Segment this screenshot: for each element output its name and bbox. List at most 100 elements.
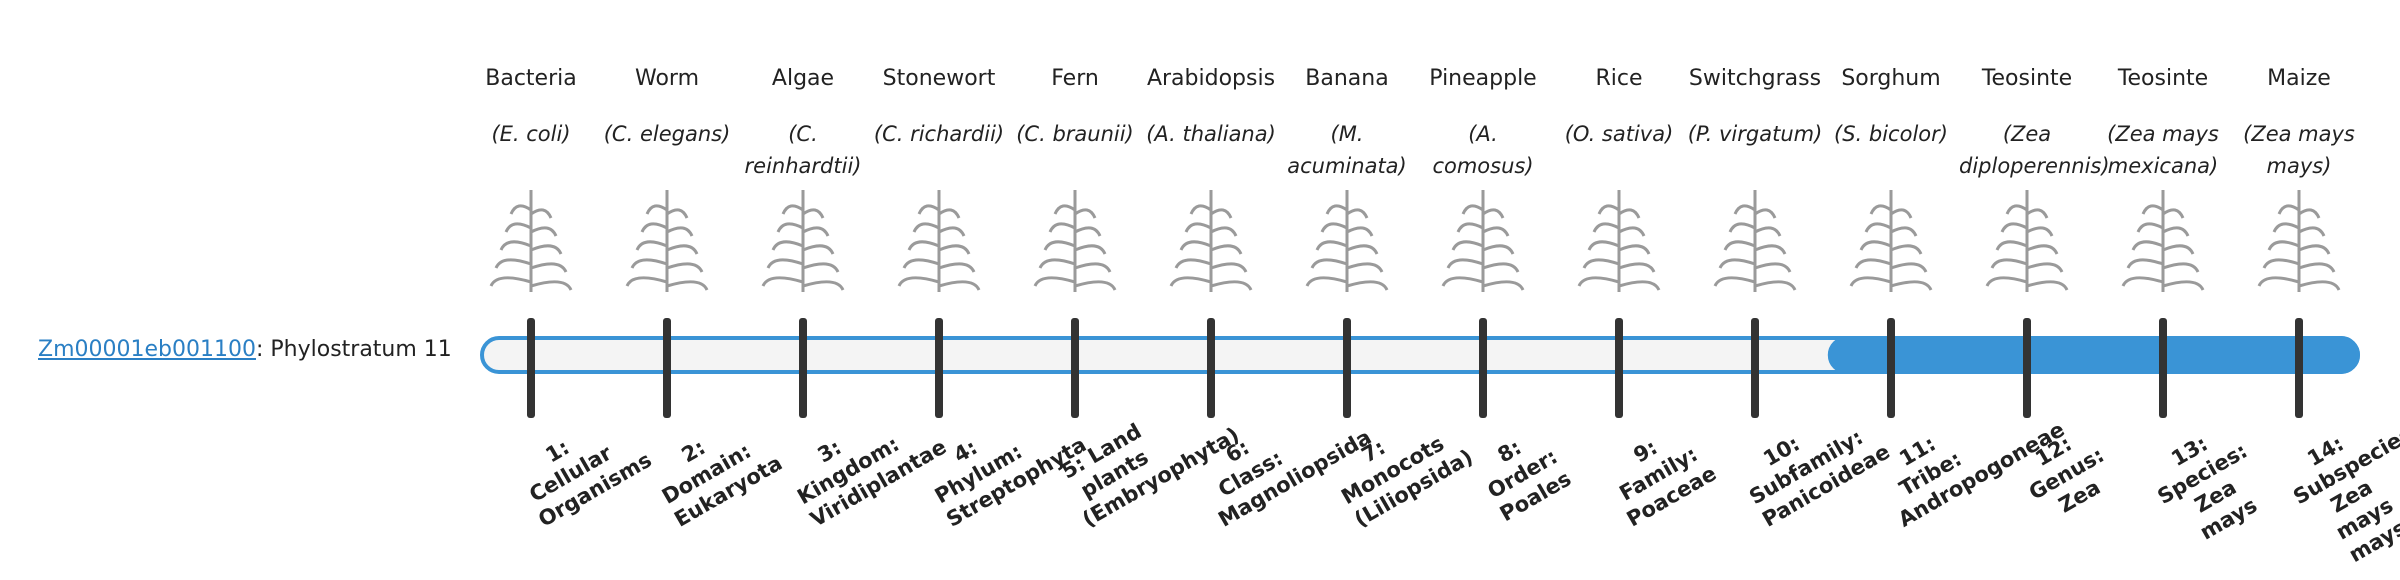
stratum-tick	[2295, 318, 2303, 418]
image-leaf	[630, 258, 668, 269]
gene-stratum: : Phylostratum 11	[255, 337, 452, 362]
image-leaf	[1754, 244, 1787, 255]
organism-species: (E. coli)	[491, 122, 571, 146]
image-leaf	[1451, 240, 1484, 251]
organism-species: (Zea diploperennis)	[1959, 122, 2110, 178]
image-leaf	[1890, 208, 1913, 219]
organism-name: Switchgrass	[1688, 66, 1822, 91]
image-leaf	[771, 240, 804, 251]
image-leaf	[2262, 258, 2300, 269]
image-leaf	[1210, 226, 1238, 237]
image-leaf	[938, 208, 961, 219]
stratum-tick	[1343, 318, 1351, 418]
image-leaf	[776, 222, 804, 233]
image-leaf	[1346, 262, 1384, 273]
image-leaf	[1597, 204, 1620, 215]
image-leaf	[625, 276, 668, 287]
organism-image	[2121, 190, 2205, 292]
stratum-tick	[527, 318, 535, 418]
image-leaf	[1169, 276, 1212, 287]
organism-name: Stonewort	[882, 66, 996, 91]
image-leaf	[938, 280, 981, 291]
organism-name: Maize	[2267, 66, 2331, 91]
image-leaf	[2298, 244, 2331, 255]
gene-label: Zm00001eb001100: Phylostratum 11	[38, 337, 452, 362]
organism-image	[1849, 190, 1933, 292]
organism-name: Teosinte	[1981, 66, 2073, 91]
organism-name: Algae	[771, 66, 835, 91]
organism-image	[625, 190, 709, 292]
image-leaf	[1305, 276, 1348, 287]
image-leaf	[1074, 208, 1097, 219]
organism-image	[1577, 190, 1661, 292]
organism-image	[1985, 190, 2069, 292]
image-leaf	[1890, 226, 1918, 237]
organism-image	[1033, 190, 1117, 292]
image-leaf	[1456, 222, 1484, 233]
image-leaf	[2026, 262, 2064, 273]
image-leaf	[1074, 244, 1107, 255]
image-leaf	[1728, 222, 1756, 233]
image-leaf	[1210, 280, 1253, 291]
gene-link[interactable]: Zm00001eb001100	[38, 337, 256, 362]
organism-image	[761, 190, 845, 292]
image-leaf	[2298, 208, 2321, 219]
image-leaf	[938, 226, 966, 237]
stratum-tick	[1615, 318, 1623, 418]
image-leaf	[2267, 240, 2300, 251]
image-leaf	[1577, 276, 1620, 287]
organism-species: (Zea mays mays)	[2243, 122, 2355, 178]
image-leaf	[2131, 240, 2164, 251]
organism-name: Banana	[1305, 66, 1389, 91]
image-leaf	[2298, 280, 2341, 291]
image-leaf	[1754, 280, 1797, 291]
image-leaf	[504, 222, 532, 233]
image-leaf	[494, 258, 532, 269]
organism-species: (C. braunii)	[1016, 122, 1134, 146]
image-leaf	[1890, 262, 1928, 273]
image-leaf	[1618, 244, 1651, 255]
image-leaf	[1210, 262, 1248, 273]
image-leaf	[1854, 258, 1892, 269]
image-leaf	[1346, 208, 1369, 219]
image-leaf	[1587, 240, 1620, 251]
image-leaf	[1482, 208, 1505, 219]
image-leaf	[2162, 226, 2190, 237]
image-leaf	[1310, 258, 1348, 269]
image-leaf	[766, 258, 804, 269]
image-leaf	[530, 244, 563, 255]
image-leaf	[530, 280, 573, 291]
image-leaf	[2141, 204, 2164, 215]
image-leaf	[1482, 226, 1510, 237]
organism-name: Teosinte	[2117, 66, 2209, 91]
stratum-tick	[2159, 318, 2167, 418]
image-leaf	[1754, 262, 1792, 273]
image-leaf	[1074, 262, 1112, 273]
image-leaf	[1618, 226, 1646, 237]
image-leaf	[2162, 262, 2200, 273]
image-leaf	[2257, 276, 2300, 287]
image-leaf	[2026, 280, 2069, 291]
image-leaf	[1074, 226, 1102, 237]
image-leaf	[1849, 276, 1892, 287]
image-leaf	[640, 222, 668, 233]
image-leaf	[1723, 240, 1756, 251]
stratum-tick	[1887, 318, 1895, 418]
image-leaf	[897, 276, 940, 287]
image-leaf	[1346, 244, 1379, 255]
image-leaf	[912, 222, 940, 233]
image-leaf	[1618, 262, 1656, 273]
image-leaf	[938, 262, 976, 273]
organism-species: (C. richardii)	[873, 122, 1005, 146]
image-leaf	[1033, 276, 1076, 287]
image-leaf	[1890, 244, 1923, 255]
stratum-tick	[1479, 318, 1487, 418]
image-leaf	[1582, 258, 1620, 269]
image-leaf	[781, 204, 804, 215]
image-leaf	[1210, 244, 1243, 255]
image-leaf	[802, 244, 835, 255]
image-leaf	[2162, 244, 2195, 255]
image-leaf	[2136, 222, 2164, 233]
organism-image	[1305, 190, 1389, 292]
